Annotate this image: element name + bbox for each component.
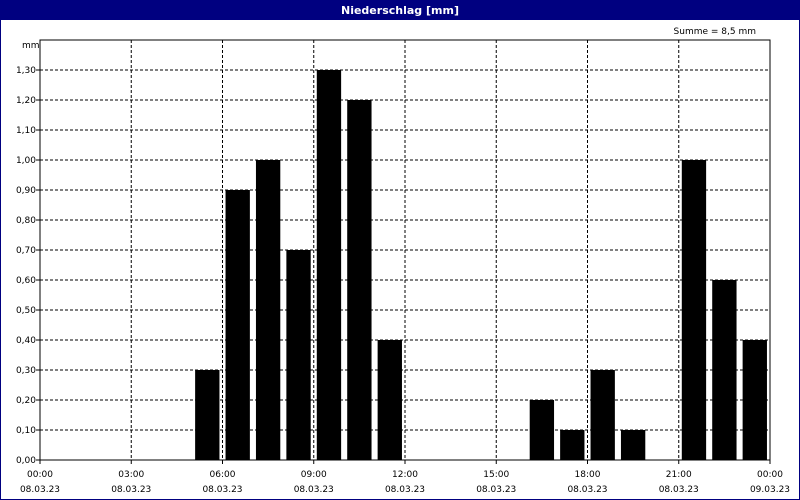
bar <box>286 250 311 460</box>
x-tick-date-label: 08.03.23 <box>111 485 151 495</box>
x-tick-date-label: 08.03.23 <box>659 485 699 495</box>
x-tick-time-label: 15:00 <box>483 470 509 480</box>
y-tick-label: 0,60 <box>16 276 36 286</box>
x-tick-time-label: 00:00 <box>757 470 783 480</box>
bar <box>195 370 220 460</box>
bar <box>712 280 737 460</box>
y-tick-label: 0,10 <box>16 426 36 436</box>
x-tick-time-label: 03:00 <box>118 470 144 480</box>
y-tick-label: 0,90 <box>16 186 36 196</box>
axes <box>36 39 771 464</box>
grid-lines <box>40 40 770 460</box>
y-tick-label: 1,10 <box>16 126 36 136</box>
x-tick-date-label: 09.03.23 <box>750 485 790 495</box>
y-axis-label: mm <box>22 41 40 51</box>
y-tick-label: 0,70 <box>16 246 36 256</box>
chart-title: Niederschlag [mm] <box>1 1 799 20</box>
y-tick-label: 0,30 <box>16 366 36 376</box>
bar <box>225 190 250 460</box>
y-tick-label: 1,20 <box>16 96 36 106</box>
x-tick-time-label: 12:00 <box>392 470 418 480</box>
x-tick-time-label: 06:00 <box>210 470 236 480</box>
bar <box>742 340 767 460</box>
bar <box>377 340 402 460</box>
y-tick-labels: 0,00 0,10 0,20 0,30 0,40 0,50 0,60 0,70 0,80 0,90… <box>16 66 36 466</box>
bars <box>195 70 767 460</box>
x-tick-labels: 00:00 08.03.23 03:00 08.03.23 06:00 08.03.23 0… <box>20 470 790 495</box>
x-tick-date-label: 08.03.23 <box>567 485 607 495</box>
bar <box>347 100 372 460</box>
x-tick-date-label: 08.03.23 <box>476 485 516 495</box>
y-tick-label: 0,20 <box>16 396 36 406</box>
x-tick-date-label: 08.03.23 <box>20 485 60 495</box>
y-tick-label: 0,50 <box>16 306 36 316</box>
x-tick-date-label: 08.03.23 <box>202 485 242 495</box>
sum-annotation: Summe = 8,5 mm <box>674 27 756 37</box>
bar <box>255 160 281 460</box>
bar <box>620 430 646 460</box>
x-tick-date-label: 08.03.23 <box>385 485 425 495</box>
bar <box>590 370 615 460</box>
bar <box>316 70 342 460</box>
bar <box>529 400 555 460</box>
bar <box>681 160 707 460</box>
y-tick-label: 0,80 <box>16 216 36 226</box>
y-tick-label: 0,00 <box>16 456 36 466</box>
bar <box>560 430 585 460</box>
x-tick-time-label: 09:00 <box>301 470 327 480</box>
y-tick-label: 0,40 <box>16 336 36 346</box>
y-tick-label: 1,30 <box>16 66 36 76</box>
y-tick-label: 1,00 <box>16 156 36 166</box>
x-tick-time-label: 00:00 <box>27 470 53 480</box>
x-tick-time-label: 21:00 <box>666 470 692 480</box>
x-tick-time-label: 18:00 <box>575 470 601 480</box>
plot-area-border <box>39 39 771 461</box>
x-tick-date-label: 08.03.23 <box>294 485 334 495</box>
